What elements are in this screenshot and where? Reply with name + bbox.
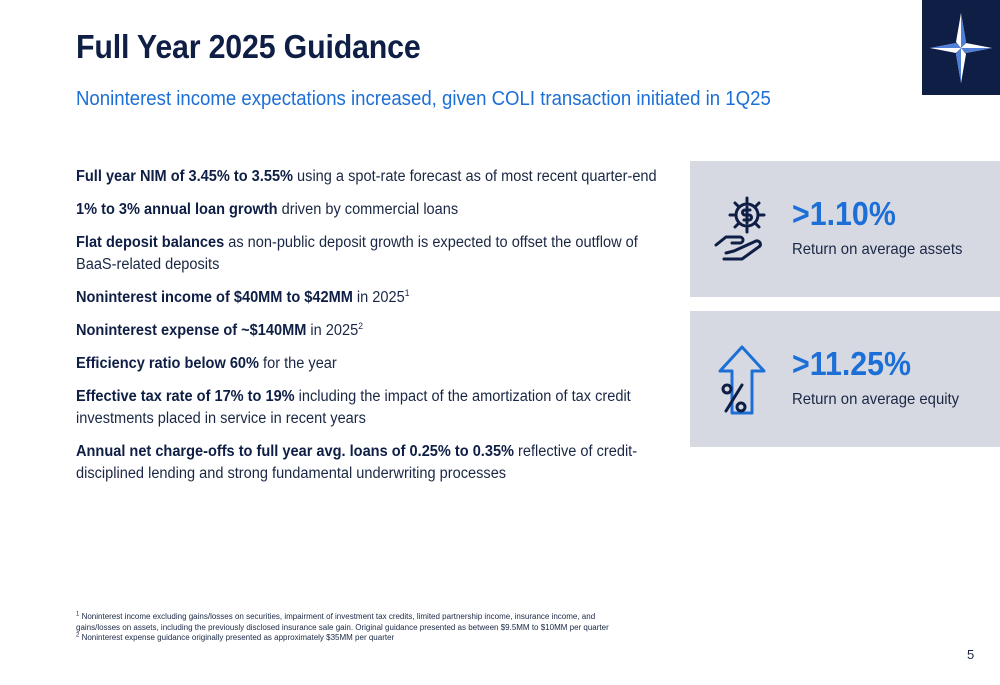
page-title: Full Year 2025 Guidance (76, 28, 421, 65)
footnote-1: 1 Noninterest income excluding gains/los… (76, 611, 596, 621)
guidance-item-deposits: Flat deposit balances as non-public depo… (76, 234, 638, 273)
metric-label: Return on average assets (792, 241, 963, 258)
metric-card-roae: >11.25% Return on average equity (690, 311, 1000, 447)
logo (922, 0, 1000, 95)
guidance-item-tax-rate: Effective tax rate of 17% to 19% includi… (76, 388, 631, 427)
guidance-item-nim: Full year NIM of 3.45% to 3.55% using a … (76, 168, 657, 185)
guidance-item-noninterest-income: Noninterest income of $40MM to $42MM in … (76, 287, 410, 306)
metric-card-roaa: >1.10% Return on average assets (690, 161, 1000, 297)
metric-value: >11.25% (792, 345, 912, 382)
page-subtitle: Noninterest income expectations increase… (76, 88, 771, 110)
page-number: 5 (967, 647, 975, 662)
guidance-item-charge-offs: Annual net charge-offs to full year avg.… (76, 443, 638, 482)
footnotes: 1 Noninterest income excluding gains/los… (76, 611, 676, 644)
compass-star-icon (930, 13, 992, 83)
footnote-2: 2 Noninterest expense guidance originall… (76, 632, 395, 642)
guidance-item-loan-growth: 1% to 3% annual loan growth driven by co… (76, 201, 459, 218)
metric-value: >1.10% (792, 195, 896, 232)
metric-label: Return on average equity (792, 391, 960, 408)
guidance-list: Full year NIM of 3.45% to 3.55% using a … (76, 166, 676, 496)
hand-dollar-gear-icon (714, 196, 766, 261)
footnote-1-continued: gains/losses on assets, including the pr… (76, 622, 609, 632)
arrow-up-percent-icon (718, 345, 766, 415)
guidance-item-noninterest-expense: Noninterest expense of ~$140MM in 20252 (76, 320, 363, 339)
guidance-item-efficiency-ratio: Efficiency ratio below 60% for the year (76, 355, 337, 372)
